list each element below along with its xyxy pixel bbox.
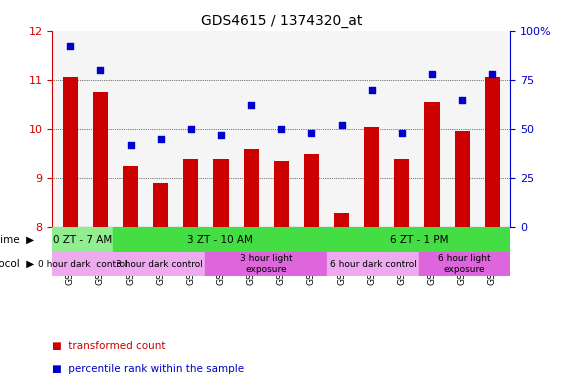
Bar (153, 183, 168, 227)
Title: GDS4615 / 1374320_at: GDS4615 / 1374320_at (201, 14, 362, 28)
Point (367, 87, 376, 93)
Text: ■  transformed count: ■ transformed count (52, 341, 166, 351)
Point (427, 71, 437, 77)
Bar (364, 127, 379, 227)
Text: 6 ZT - 1 PM: 6 ZT - 1 PM (390, 235, 448, 245)
Bar (394, 159, 409, 227)
Text: 3 hour dark control: 3 hour dark control (115, 260, 202, 269)
Bar (52, 227, 113, 252)
Bar (455, 131, 470, 227)
Bar (183, 159, 198, 227)
Point (458, 96, 467, 103)
Point (307, 130, 316, 136)
Bar (123, 166, 138, 227)
Point (126, 142, 135, 148)
Bar (419, 252, 510, 276)
Text: 6 hour light
exposure: 6 hour light exposure (438, 255, 491, 274)
Text: time  ▶: time ▶ (0, 235, 34, 245)
Bar (113, 252, 205, 276)
Bar (52, 252, 113, 276)
Bar (213, 159, 229, 227)
Point (96, 67, 105, 73)
Bar (304, 154, 319, 227)
Point (156, 136, 165, 142)
Bar (485, 78, 500, 227)
Bar (327, 252, 419, 276)
Point (397, 130, 407, 136)
Bar (205, 252, 327, 276)
Text: 6 hour dark control: 6 hour dark control (329, 260, 416, 269)
Bar (63, 78, 78, 227)
Text: protocol  ▶: protocol ▶ (0, 259, 34, 269)
Point (246, 103, 256, 109)
Text: 3 hour light
exposure: 3 hour light exposure (240, 255, 292, 274)
Bar (334, 213, 349, 227)
Point (186, 126, 195, 132)
Point (337, 122, 346, 128)
Point (66, 43, 75, 50)
Bar (327, 227, 510, 252)
Text: 0 hour dark  control: 0 hour dark control (38, 260, 128, 269)
Point (216, 132, 226, 138)
Text: 0 ZT - 7 AM: 0 ZT - 7 AM (53, 235, 113, 245)
Bar (113, 227, 327, 252)
Text: ■  percentile rank within the sample: ■ percentile rank within the sample (52, 364, 244, 374)
Point (488, 71, 497, 77)
Bar (93, 92, 108, 227)
Text: 3 ZT - 10 AM: 3 ZT - 10 AM (187, 235, 253, 245)
Point (277, 126, 286, 132)
Bar (244, 149, 259, 227)
Bar (274, 161, 289, 227)
Bar (425, 102, 440, 227)
